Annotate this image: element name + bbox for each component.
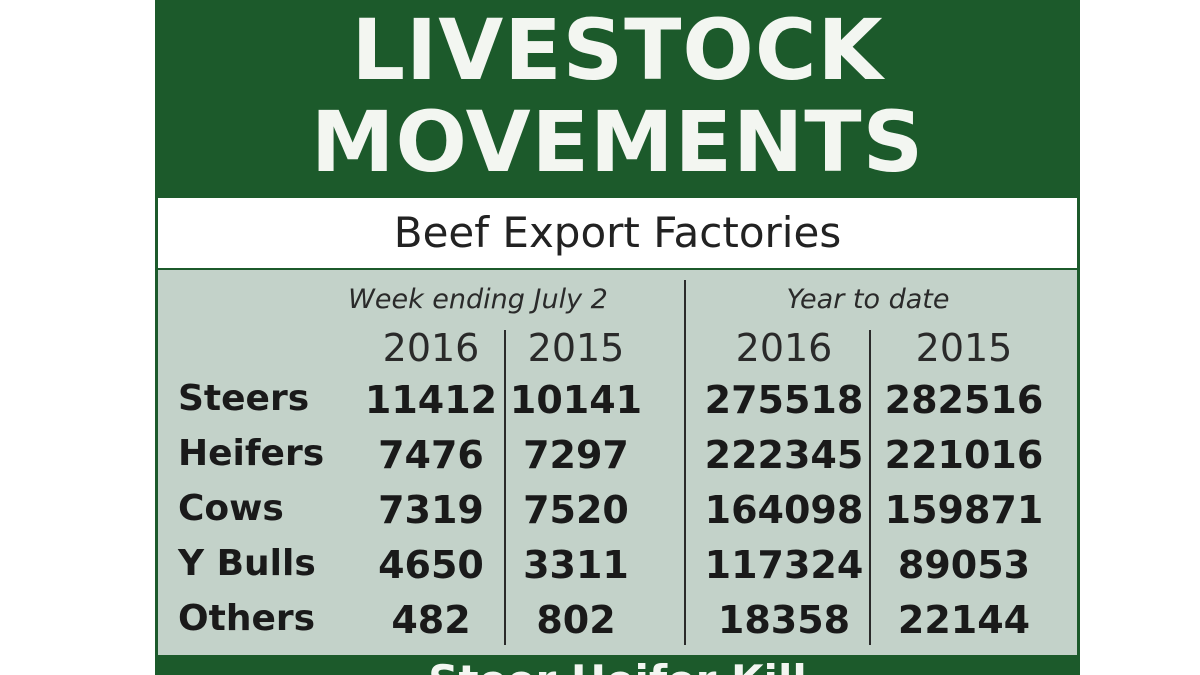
divider-main bbox=[684, 280, 686, 645]
table-cell: 89053 bbox=[897, 543, 1031, 587]
table-cell: 7476 bbox=[378, 433, 484, 477]
table-cell: 7520 bbox=[523, 488, 629, 532]
table-cell: 802 bbox=[536, 598, 616, 642]
table-cell: 482 bbox=[391, 598, 471, 642]
title-line-2: MOVEMENTS bbox=[310, 93, 925, 191]
table-cell: 10141 bbox=[509, 378, 643, 422]
group-header-ytd: Year to date bbox=[786, 284, 950, 315]
table-cell: 3311 bbox=[523, 543, 629, 587]
table-cell: 7319 bbox=[378, 488, 484, 532]
year-header: 2016 bbox=[382, 326, 480, 370]
livestock-movements-panel: LIVESTOCK MOVEMENTS Beef Export Factorie… bbox=[155, 0, 1080, 675]
subtitle: Beef Export Factories bbox=[158, 198, 1077, 268]
row-label: Steers bbox=[178, 378, 310, 419]
data-table: Week ending July 2 Year to date 2016 2015… bbox=[158, 270, 1077, 655]
year-header: 2016 bbox=[735, 326, 833, 370]
table-cell: 282516 bbox=[884, 378, 1044, 422]
row-label: Cows bbox=[178, 488, 284, 529]
table-cell: 11412 bbox=[364, 378, 498, 422]
table-cell: 221016 bbox=[884, 433, 1044, 477]
table-cell: 117324 bbox=[704, 543, 864, 587]
table-cell: 22144 bbox=[897, 598, 1031, 642]
table-cell: 4650 bbox=[378, 543, 484, 587]
table-cell: 159871 bbox=[884, 488, 1044, 532]
title-line-1: LIVESTOCK bbox=[351, 1, 884, 99]
divider-ytd bbox=[869, 330, 871, 645]
divider-week bbox=[504, 330, 506, 645]
table-cell: 222345 bbox=[704, 433, 864, 477]
bottom-caption: Steer Heifer Kill bbox=[155, 660, 1080, 675]
row-label: Y Bulls bbox=[178, 543, 316, 584]
group-header-week: Week ending July 2 bbox=[348, 284, 608, 315]
year-header: 2015 bbox=[915, 326, 1013, 370]
row-label: Others bbox=[178, 598, 316, 639]
table-cell: 275518 bbox=[704, 378, 864, 422]
table-cell: 18358 bbox=[717, 598, 851, 642]
row-label: Heifers bbox=[178, 433, 325, 474]
year-header: 2015 bbox=[527, 326, 625, 370]
table-cell: 7297 bbox=[523, 433, 629, 477]
table-cell: 164098 bbox=[704, 488, 864, 532]
